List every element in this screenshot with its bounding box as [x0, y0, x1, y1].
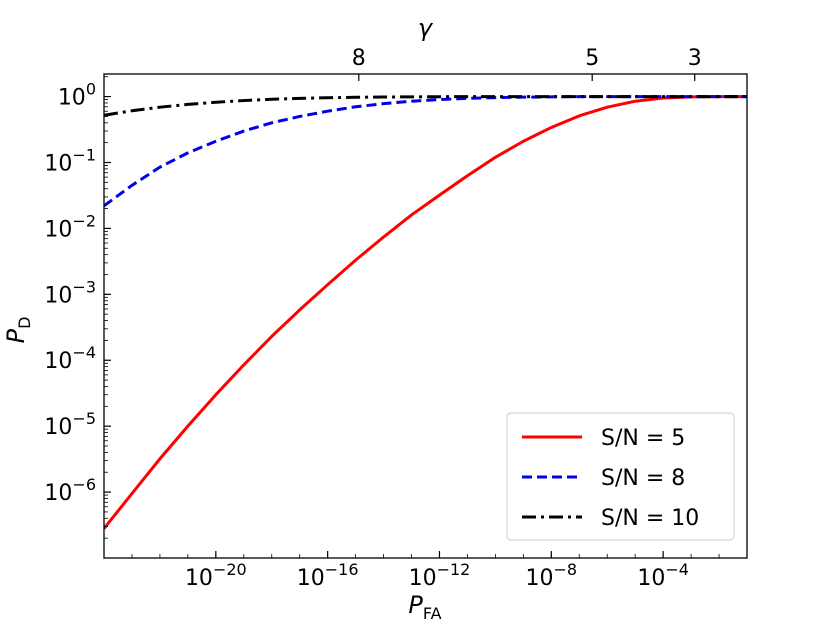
- top-axis-label: γ: [418, 14, 434, 42]
- y-tick-label: 10−2: [44, 211, 96, 242]
- y-axis-label-sub: D: [15, 317, 34, 329]
- legend-box: [506, 412, 735, 541]
- y-tick-label: 10−4: [44, 343, 96, 374]
- legend-label-1: S/N = 5: [601, 426, 685, 451]
- ticks-layer: 10−20 10−16 10−12 10−8 10−4 100 10−1 10−2 10−3 10…: [44, 46, 748, 591]
- x-tick-label: 10−20: [185, 560, 247, 591]
- x-axis-label-main: P: [408, 591, 423, 619]
- x-tick-label: 10−8: [526, 560, 578, 591]
- series-line-1: [104, 95, 747, 530]
- legend-label-2: S/N = 8: [601, 466, 685, 491]
- top-tick-label: 8: [352, 46, 366, 71]
- y-tick-label: 10−3: [44, 277, 96, 308]
- top-tick-label: 5: [585, 46, 599, 71]
- x-axis-label: PFA: [408, 591, 441, 623]
- y-tick-label: 10−1: [44, 145, 96, 176]
- x-tick-label: 10−16: [297, 560, 359, 591]
- legend-items: S/N = 5 S/N = 8 S/N = 10: [522, 426, 699, 531]
- legend-label-3: S/N = 10: [601, 506, 699, 531]
- x-tick-label: 10−4: [637, 560, 689, 591]
- y-tick-label: 100: [58, 80, 96, 111]
- y-axis-label-main: P: [2, 328, 30, 343]
- y-tick-label: 10−6: [44, 475, 96, 506]
- x-tick-label: 10−12: [409, 560, 471, 591]
- series-line-2: [104, 95, 747, 208]
- top-tick-label: 3: [688, 46, 702, 71]
- y-tick-label: 10−5: [44, 409, 96, 440]
- y-axis-label: PD: [2, 317, 34, 344]
- plot-frame: [103, 73, 748, 559]
- x-axis-label-sub: FA: [423, 604, 442, 623]
- legend: S/N = 5 S/N = 8 S/N = 10: [506, 412, 735, 541]
- series-layer: [104, 95, 747, 530]
